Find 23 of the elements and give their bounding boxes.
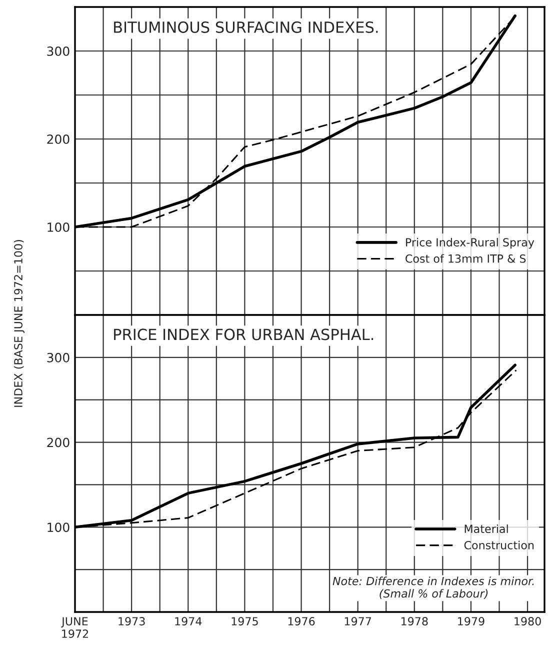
text: BITUMINOUS SURFACING INDEXES. [114,21,378,33]
y-tick-label: 100 [48,522,70,532]
x-tick-label: 1980 [514,617,541,626]
annotation: Note: Difference in Indexes is minor. (Small % of Labour) [332,576,534,599]
x-tick-label: 1977 [344,617,372,626]
x-tick-label: 1975 [232,617,258,626]
x-tick-label: 1974 [175,617,202,626]
y-tick-label: 100 [48,222,70,232]
legend-label: Price Index-Rural Spray [406,238,534,249]
x-tick-label: 1973 [118,617,145,626]
x-tick-label: 1976 [288,617,315,626]
y-tick-label: 300 [47,352,70,362]
legend-label: Material [464,524,508,534]
legend-label: Cost of 13mm ITP & S [406,254,526,263]
x-tick-label: 1978 [401,617,428,626]
y-axis-title: INDEX (BASE JUNE 1972=100) [14,240,25,407]
x-tick-label: JUNE 1972 [61,617,88,638]
y-tick-label: 200 [47,134,70,144]
y-tick-label: 300 [47,46,70,56]
text: PRICE INDEX FOR URBAN ASPHAL. [114,328,374,340]
legend-label: Construction [464,540,534,550]
y-tick-label: 200 [47,438,70,448]
x-tick-label: 1979 [458,617,484,626]
